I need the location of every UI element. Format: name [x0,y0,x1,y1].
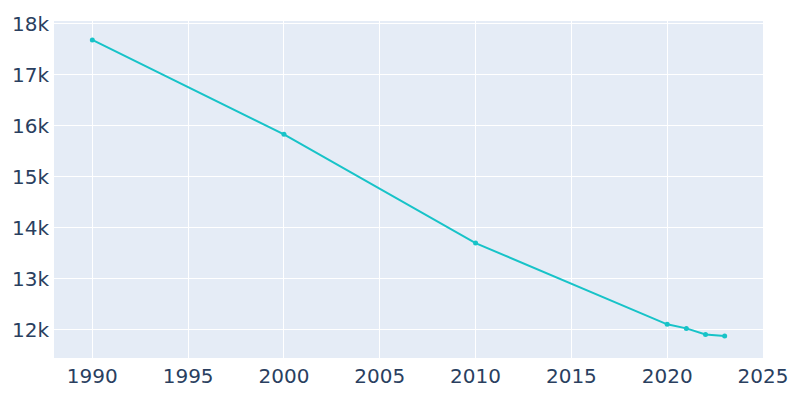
svg-text:17k: 17k [12,63,49,87]
svg-text:18k: 18k [12,12,49,36]
svg-text:2005: 2005 [354,364,405,388]
svg-text:1995: 1995 [163,364,214,388]
svg-text:15k: 15k [12,165,49,189]
svg-text:2020: 2020 [642,364,693,388]
svg-text:12k: 12k [12,318,49,342]
svg-text:13k: 13k [12,267,49,291]
svg-text:16k: 16k [12,114,49,138]
svg-text:2010: 2010 [450,364,501,388]
svg-text:14k: 14k [12,216,49,240]
svg-text:2000: 2000 [258,364,309,388]
svg-text:2025: 2025 [738,364,789,388]
svg-text:1990: 1990 [67,364,118,388]
svg-text:2015: 2015 [546,364,597,388]
